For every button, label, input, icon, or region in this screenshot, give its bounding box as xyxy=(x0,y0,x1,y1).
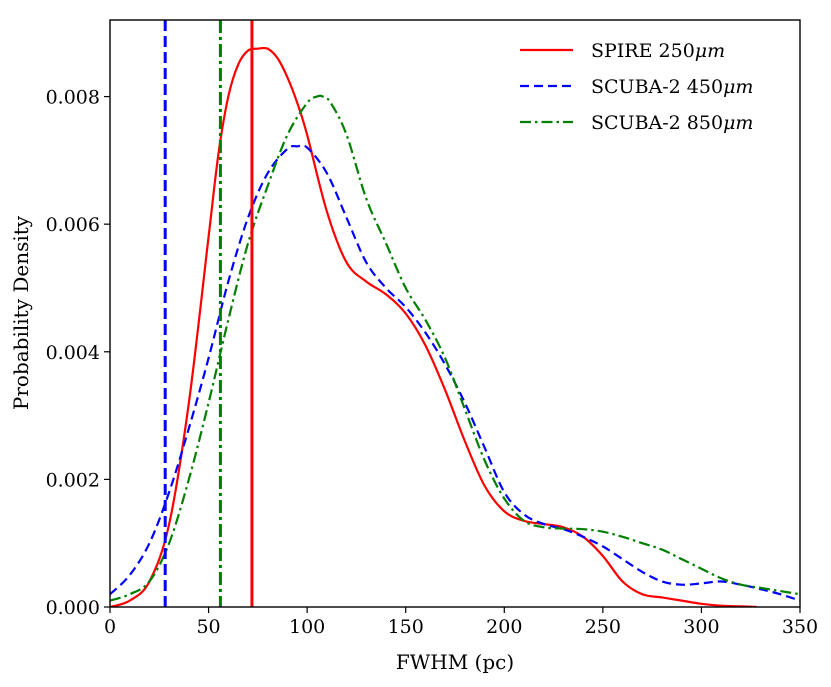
legend-label-unit: μm xyxy=(723,112,753,134)
x-axis-title: FWHM (pc) xyxy=(396,650,514,674)
x-tick-label: 0 xyxy=(104,616,116,638)
x-tick-label: 50 xyxy=(196,616,220,638)
x-tick-label: 250 xyxy=(585,616,621,638)
legend-label-main: SPIRE 250 xyxy=(591,40,695,62)
legend-label-2: SCUBA-2 850μm xyxy=(591,112,753,134)
y-tick-label: 0.004 xyxy=(46,342,100,364)
x-tick-label: 300 xyxy=(683,616,719,638)
legend-label-main: SCUBA-2 450 xyxy=(591,76,723,98)
legend-label-0: SPIRE 250μm xyxy=(591,40,725,62)
plot-frame xyxy=(109,19,801,608)
y-tick-label: 0.002 xyxy=(46,469,100,491)
series-line-2 xyxy=(110,94,800,602)
x-tick-label: 200 xyxy=(486,616,522,638)
x-tick-label: 150 xyxy=(388,616,424,638)
x-tick-label: 100 xyxy=(289,616,325,638)
legend-label-unit: μm xyxy=(695,40,725,62)
x-tick-label: 350 xyxy=(782,616,818,638)
y-tick-label: 0.006 xyxy=(46,214,100,236)
legend-label-main: SCUBA-2 850 xyxy=(591,112,723,134)
y-tick-label: 0.008 xyxy=(46,87,100,109)
legend-label-1: SCUBA-2 450μm xyxy=(591,76,753,98)
legend-label-unit: μm xyxy=(723,76,753,98)
y-tick-label: 0.000 xyxy=(46,597,100,619)
y-axis-title: Probability Density xyxy=(9,215,33,410)
series-line-1 xyxy=(110,144,800,602)
series-line-0 xyxy=(110,46,757,607)
